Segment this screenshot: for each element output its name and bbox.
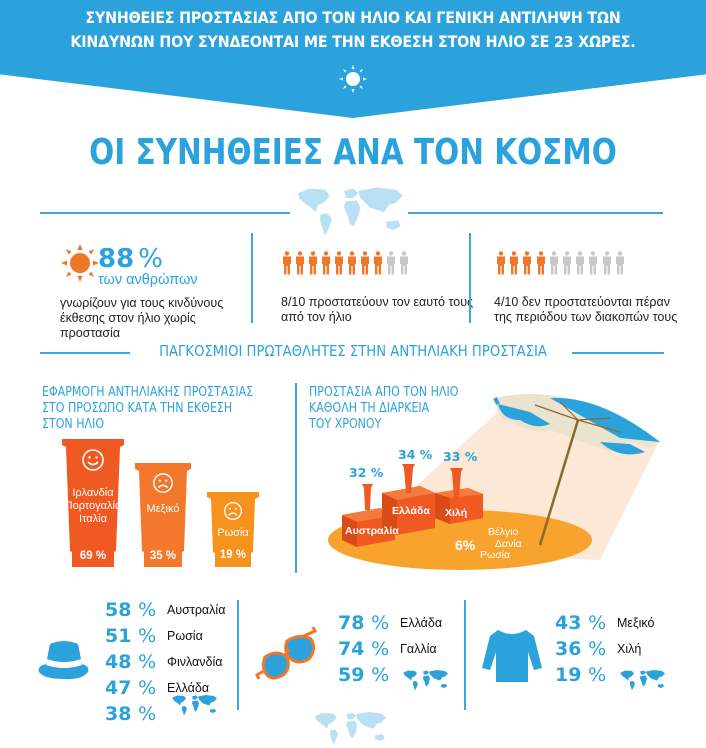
shirt-icon xyxy=(482,630,542,682)
year-round-heading: ΠΡΟΣΤΑΣΙΑ ΑΠΟ ΤΟΝ ΗΛΙΟ ΚΑΘΟΛΗ ΤΗ ΔΙΑΡΚΕΙ… xyxy=(309,385,459,432)
sunscreen-tube-35: Μεξικό 35 % xyxy=(135,463,191,567)
sunscreen-tube-69: Ιρλανδία Πορτογαλία Ιταλία 69 % xyxy=(62,439,124,567)
person-icon xyxy=(496,251,506,275)
divider-line xyxy=(572,352,664,354)
hat-icon xyxy=(38,641,89,680)
shirt-stats: 43 % 36 % 19 % xyxy=(555,612,607,686)
pct-chile: 33 % xyxy=(443,449,478,464)
person-icon xyxy=(386,251,396,275)
tube-shape xyxy=(207,492,259,567)
stat-subtitle: των ανθρώπων xyxy=(98,272,198,288)
person-icon xyxy=(360,251,370,275)
person-icon xyxy=(399,251,409,275)
beach-umbrella-illustration xyxy=(328,393,660,570)
person-icon xyxy=(536,251,546,275)
tube-percentage: 35 % xyxy=(149,550,177,562)
sunglasses-stats: 78 % 74 % 59 % xyxy=(338,612,390,686)
tube-countries: Μεξικό xyxy=(146,503,180,515)
divider-line xyxy=(464,600,466,710)
shirt-countries: Μεξικό Χιλή xyxy=(617,616,655,656)
divider-line xyxy=(251,233,253,323)
people-8-of-10 xyxy=(282,251,409,275)
person-icon xyxy=(308,251,318,275)
sunglasses-icon xyxy=(255,626,318,680)
tube-shape xyxy=(135,463,191,567)
world-map-icon xyxy=(292,708,410,748)
world-map-icon xyxy=(401,667,451,693)
box-chile xyxy=(435,468,483,524)
sunglasses-countries: Ελλάδα Γαλλία xyxy=(400,616,443,656)
low-countries: Βέλγιο Δανία Ρωσία xyxy=(480,526,522,561)
hat-stats: 58 % 51 % 48 % 47 % 38 % xyxy=(105,599,157,725)
person-icon xyxy=(575,251,585,275)
world-map-icon xyxy=(618,667,668,693)
box-australia xyxy=(342,484,395,547)
pct-low: 6% xyxy=(455,537,476,553)
pct-australia: 32 % xyxy=(349,465,384,480)
label-greece: Ελλάδα xyxy=(392,505,430,517)
sun-icon xyxy=(61,244,99,282)
sad-face-icon xyxy=(153,473,173,493)
divider-line xyxy=(469,233,471,323)
happy-face-icon xyxy=(82,449,104,471)
stat-description: 8/10 προστατεύουν τον εαυτό τους από τον… xyxy=(281,295,474,324)
section-title: ΠΑΓΚΟΣΜΙΟΙ ΠΡΩΤΑΘΛΗΤΕΣ ΣΤΗΝ ΑΝΤΗΛΙΑΚΗ ΠΡ… xyxy=(159,342,547,360)
hat-countries: Αυστραλία Ρωσία Φινλανδία Ελλάδα xyxy=(167,603,226,695)
tube-countries: Ιρλανδία Πορτογαλία Ιταλία xyxy=(64,487,122,525)
world-map-icon xyxy=(170,692,220,718)
person-icon xyxy=(334,251,344,275)
person-icon xyxy=(373,251,383,275)
stat-description: γνωρίζουν για τους κινδύνους έκθεσης στο… xyxy=(60,296,224,340)
person-icon xyxy=(588,251,598,275)
sunscreen-tube-19: Ρωσία 19 % xyxy=(207,492,259,567)
pct-greece: 34 % xyxy=(398,447,433,462)
person-icon xyxy=(549,251,559,275)
world-map-icon xyxy=(292,181,410,241)
person-icon xyxy=(602,251,612,275)
person-icon xyxy=(295,251,305,275)
header-title: ΣΥΝΗΘΕΙΕΣ ΠΡΟΣΤΑΣΙΑΣ ΑΠΟ ΤΟΝ ΗΛΙΟ ΚΑΙ ΓΕ… xyxy=(70,9,636,51)
tube-countries: Ρωσία xyxy=(217,527,249,539)
person-icon xyxy=(509,251,519,275)
stat-value: 88% xyxy=(98,244,163,274)
box-greece xyxy=(382,464,435,535)
person-icon xyxy=(615,251,625,275)
tube-shape xyxy=(62,439,124,567)
divider-line xyxy=(408,212,663,214)
tube-percentage: 69 % xyxy=(79,550,107,562)
person-icon xyxy=(522,251,532,275)
person-icon xyxy=(347,251,357,275)
divider-line xyxy=(237,600,239,710)
sad-face-icon xyxy=(224,502,242,520)
sun-icon xyxy=(339,65,367,93)
person-icon xyxy=(321,251,331,275)
label-chile: Χιλή xyxy=(445,507,468,519)
divider-line xyxy=(40,212,290,214)
person-icon xyxy=(562,251,572,275)
tube-percentage: 19 % xyxy=(219,549,247,561)
divider-line xyxy=(295,383,297,573)
divider-line xyxy=(40,352,130,354)
label-australia: Αυστραλία xyxy=(345,525,399,537)
stat-description: 4/10 δεν προστατεύονται πέραν της περιόδ… xyxy=(494,295,678,324)
main-title: ΟΙ ΣΥΝΗΘΕΙΕΣ ΑΝΑ ΤΟΝ ΚΟΣΜΟ xyxy=(89,132,617,173)
face-heading: ΕΦΑΡΜΟΓΗ ΑΝΤΗΛΙΑΚΗΣ ΠΡΟΣΤΑΣΙΑΣ ΣΤΟ ΠΡΟΣΩ… xyxy=(42,385,254,432)
people-4-of-10 xyxy=(496,251,625,275)
umbrella-icon xyxy=(493,393,660,546)
person-icon xyxy=(282,251,292,275)
